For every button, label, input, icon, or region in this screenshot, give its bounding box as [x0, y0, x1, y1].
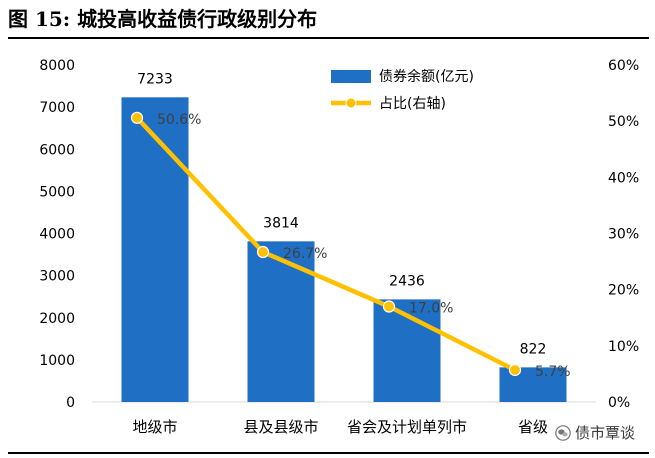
x-tick-label: 地级市	[132, 418, 177, 436]
share-value-label: 5.7%	[535, 364, 571, 380]
right-tick-label: 30%	[608, 227, 639, 243]
bar	[247, 241, 315, 402]
left-tick-label: 8000	[39, 58, 75, 74]
bar-value-label: 822	[520, 341, 547, 357]
legend-label-bar: 债券余额(亿元)	[379, 68, 474, 85]
share-value-label: 26.7%	[283, 246, 327, 262]
wechat-icon	[555, 424, 571, 441]
share-point	[508, 363, 522, 377]
left-tick-label: 7000	[39, 100, 75, 116]
x-tick-label: 省级	[518, 418, 548, 436]
left-tick-label: 5000	[39, 184, 75, 200]
share-value-label: 17.0%	[409, 301, 453, 317]
bar-value-label: 3814	[263, 215, 299, 231]
line-value-labels: 50.6% 26.7% 17.0% 5.7%	[157, 112, 571, 380]
bar-value-label: 7233	[137, 71, 173, 87]
share-point	[130, 111, 144, 124]
share-line	[135, 116, 517, 372]
right-tick-label: 60%	[608, 58, 639, 74]
figure-title: 图 15: 城投高收益债行政级别分布	[8, 7, 318, 31]
right-tick-label: 50%	[608, 114, 639, 130]
left-tick-label: 1000	[39, 353, 75, 369]
left-tick-label: 6000	[39, 142, 75, 158]
right-tick-label: 20%	[608, 283, 639, 299]
bar-series	[121, 97, 567, 402]
title-rule	[8, 37, 649, 39]
line-series	[130, 111, 522, 377]
right-tick-label: 0%	[608, 395, 630, 411]
left-axis: 0 1000 2000 3000 4000 5000 6000 7000 8000	[39, 58, 75, 411]
right-axis: 0% 10% 20% 30% 40% 50% 60%	[608, 58, 639, 411]
legend-swatch-bar	[331, 70, 371, 83]
x-tick-label: 省会及计划单列市	[347, 418, 467, 436]
left-tick-label: 4000	[39, 227, 75, 243]
share-value-label: 50.6%	[157, 112, 201, 128]
watermark-text: 债市覃谈	[575, 424, 636, 442]
right-tick-label: 40%	[608, 170, 639, 186]
bar-value-label: 2436	[389, 273, 425, 289]
left-tick-label: 3000	[39, 269, 75, 285]
share-point	[382, 300, 396, 313]
bar-value-labels: 7233 3814 2436 822	[137, 71, 546, 357]
legend-swatch-marker	[345, 97, 357, 109]
left-tick-label: 2000	[39, 311, 75, 327]
right-tick-label: 10%	[608, 339, 639, 355]
legend-label-line: 占比(右轴)	[379, 96, 446, 112]
x-tick-label: 县及县级市	[243, 418, 318, 436]
legend: 债券余额(亿元) 占比(右轴)	[331, 68, 474, 112]
watermark: 债市覃谈	[552, 421, 639, 444]
bar	[121, 97, 189, 402]
share-point	[256, 245, 270, 259]
x-axis: 地级市 县及县级市 省会及计划单列市 省级	[132, 418, 548, 436]
left-tick-label: 0	[66, 395, 75, 411]
bottom-rule	[8, 452, 649, 454]
